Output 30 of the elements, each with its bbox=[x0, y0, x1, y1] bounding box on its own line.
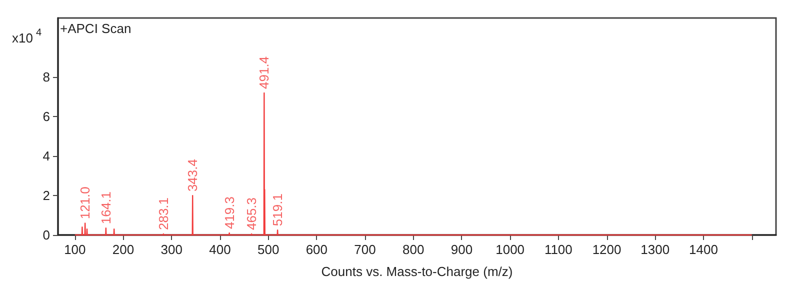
x-tick-label: 100 bbox=[64, 242, 86, 257]
annotation: 419.3 bbox=[222, 196, 237, 230]
annotation: 343.4 bbox=[185, 159, 200, 192]
annotation: 121.0 bbox=[78, 186, 93, 220]
line-series bbox=[74, 92, 752, 236]
annotation: 519.1 bbox=[270, 194, 286, 226]
x-tick-label: 800 bbox=[402, 242, 424, 257]
y-tick-label: 4 bbox=[42, 148, 50, 164]
x-tick-label: 200 bbox=[112, 242, 134, 257]
x-tick-label: 500 bbox=[257, 242, 280, 257]
x-tick-label: 1400 bbox=[689, 242, 718, 257]
x-tick-label: 1000 bbox=[496, 242, 525, 257]
x-tick-label: 400 bbox=[209, 242, 231, 257]
annotation: 491.4 bbox=[256, 56, 272, 89]
annotation: 465.3 bbox=[244, 197, 260, 230]
x-tick-label: 700 bbox=[354, 242, 376, 257]
annotation: 164.1 bbox=[98, 192, 114, 224]
y-tick-label: 8 bbox=[42, 70, 50, 85]
annotation: +APCI Scan bbox=[60, 21, 132, 36]
y-tick-label: 0 bbox=[42, 228, 50, 242]
annotation: 283.1 bbox=[156, 197, 171, 230]
x-tick-label: 1200 bbox=[592, 242, 622, 257]
x-tick-label: 600 bbox=[306, 242, 328, 257]
y-tick-label: 2 bbox=[42, 188, 50, 204]
x-tick-label: 300 bbox=[160, 242, 182, 257]
x-axis-title: Counts vs. Mass-to-Charge (m/z) bbox=[321, 264, 513, 279]
y-tick-label: 6 bbox=[42, 109, 50, 124]
x-tick-label: 1300 bbox=[640, 242, 670, 257]
x-tick-label: 1100 bbox=[544, 242, 572, 257]
x-tick-label: 900 bbox=[450, 242, 473, 257]
